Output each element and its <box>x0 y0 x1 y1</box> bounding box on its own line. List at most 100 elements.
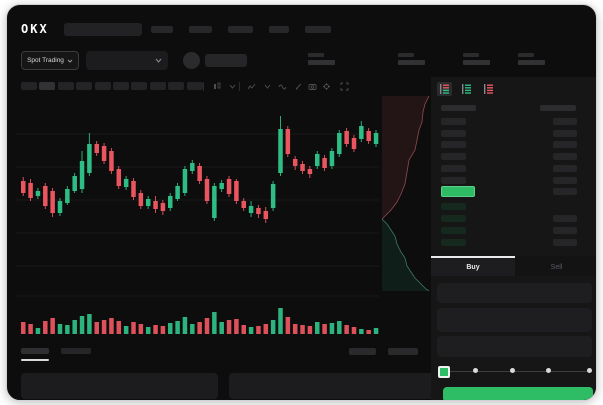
timeframe-button-6[interactable] <box>131 82 148 90</box>
bottom-panel-right[interactable] <box>229 373 433 399</box>
trade-input-0[interactable] <box>437 283 592 303</box>
volume-bar <box>197 322 202 334</box>
volume-bar <box>219 322 224 334</box>
candle-body <box>65 189 70 203</box>
settings-gear-icon[interactable] <box>322 82 331 91</box>
nav-item-3[interactable] <box>269 26 289 33</box>
ask-row-price[interactable] <box>441 176 466 184</box>
volume-bar <box>35 328 41 334</box>
stat-value-0 <box>308 60 335 65</box>
ask-row-price[interactable] <box>441 164 466 172</box>
depth-bids-area <box>382 219 429 291</box>
volume-bar <box>101 320 107 334</box>
candle-body <box>219 183 224 189</box>
book-bids-view-icon[interactable] <box>459 82 474 96</box>
indicator-icon[interactable] <box>247 82 256 91</box>
amount-slider-track[interactable] <box>443 371 591 372</box>
timeframe-button-7[interactable] <box>149 82 166 90</box>
timeframe-button-8[interactable] <box>168 82 185 90</box>
timeframe-button-4[interactable] <box>94 82 111 90</box>
buy-submit-button[interactable] <box>443 387 593 400</box>
tab-buy[interactable]: Buy <box>431 256 515 276</box>
slider-handle[interactable] <box>438 366 450 378</box>
nav-item-4[interactable] <box>305 26 331 33</box>
nav-item-1[interactable] <box>189 26 212 33</box>
ask-row-total <box>553 153 577 161</box>
volume-bar <box>337 321 342 334</box>
candle-body <box>322 158 327 168</box>
book-both-view-icon[interactable] <box>437 82 452 96</box>
bid-row-price[interactable] <box>441 238 466 246</box>
volume-bar <box>43 321 48 334</box>
ask-row-price[interactable] <box>441 118 466 125</box>
slider-stop-3[interactable] <box>546 368 551 373</box>
candle-body <box>366 131 371 141</box>
draw-pencil-icon[interactable] <box>294 82 303 91</box>
orderbook-panel: Buy Sell <box>431 77 596 400</box>
volume-bar <box>79 316 85 334</box>
chart-bottom-tab-1[interactable] <box>61 348 91 354</box>
candle-body <box>373 133 379 144</box>
bottom-panel-left[interactable] <box>21 373 218 399</box>
chevron-down-icon <box>155 58 162 63</box>
nav-item-2[interactable] <box>228 26 253 33</box>
pair-selector[interactable] <box>86 51 168 70</box>
volume-bar <box>116 321 122 334</box>
okx-logo[interactable]: OKX <box>21 22 49 36</box>
search-input[interactable] <box>64 23 142 36</box>
bid-row-total <box>553 226 577 234</box>
volume-bar <box>87 314 92 334</box>
timeframe-button-1[interactable] <box>39 82 56 90</box>
ask-row-total <box>553 176 577 184</box>
sell-tab-label: Sell <box>550 263 563 271</box>
trade-input-1[interactable] <box>437 308 592 332</box>
trade-input-2[interactable] <box>437 336 592 357</box>
candle-body <box>248 206 254 213</box>
bid-row-price[interactable] <box>441 226 466 234</box>
volume-bar <box>175 321 180 334</box>
candle-body <box>300 164 305 171</box>
ask-row-price[interactable] <box>441 141 466 149</box>
last-price-badge[interactable] <box>441 186 475 197</box>
timeframe-button-2[interactable] <box>57 82 74 90</box>
compare-wave-icon[interactable] <box>278 82 287 91</box>
stat-value-1 <box>398 60 425 65</box>
camera-icon[interactable] <box>308 82 317 91</box>
volume-bar <box>366 330 371 334</box>
volume-bar <box>145 327 151 334</box>
timeframe-button-5[interactable] <box>113 82 129 90</box>
candle-style-icon[interactable] <box>212 82 221 91</box>
slider-stop-1[interactable] <box>473 368 478 373</box>
chart-bottom-tab-0[interactable] <box>21 348 49 354</box>
volume-bar <box>21 322 26 334</box>
bid-row-price[interactable] <box>441 202 466 210</box>
bid-row-price[interactable] <box>441 214 466 222</box>
timeframe-button-3[interactable] <box>76 82 93 90</box>
timeframe-button-0[interactable] <box>21 82 37 90</box>
chevron-down-icon[interactable] <box>228 82 237 91</box>
candle-body <box>182 169 188 193</box>
ask-row-price[interactable] <box>441 129 466 137</box>
tab-sell[interactable]: Sell <box>515 256 596 276</box>
active-tab-underline <box>21 359 49 361</box>
volume-bar <box>131 322 136 334</box>
book-asks-view-icon[interactable] <box>481 82 496 96</box>
fullscreen-icon[interactable] <box>340 82 349 91</box>
nav-item-0[interactable] <box>151 26 173 33</box>
chart-bottom-action-0[interactable] <box>349 348 376 355</box>
volume-bar <box>72 320 77 334</box>
candle-body <box>359 126 364 139</box>
candlestick-chart[interactable] <box>16 97 379 341</box>
volume-bar <box>168 323 173 334</box>
ask-row-price[interactable] <box>441 153 466 161</box>
slider-stop-4[interactable] <box>587 368 592 373</box>
market-type-label: Spot Trading <box>27 57 64 64</box>
candle-body <box>123 179 129 187</box>
volume-bar <box>329 323 335 334</box>
slider-stop-2[interactable] <box>510 368 515 373</box>
chart-bottom-action-1[interactable] <box>388 348 418 355</box>
chevron-down-icon[interactable] <box>263 82 272 91</box>
market-type-selector[interactable]: Spot Trading <box>21 51 79 70</box>
timeframe-button-9[interactable] <box>186 82 203 90</box>
candle-body <box>131 181 136 197</box>
